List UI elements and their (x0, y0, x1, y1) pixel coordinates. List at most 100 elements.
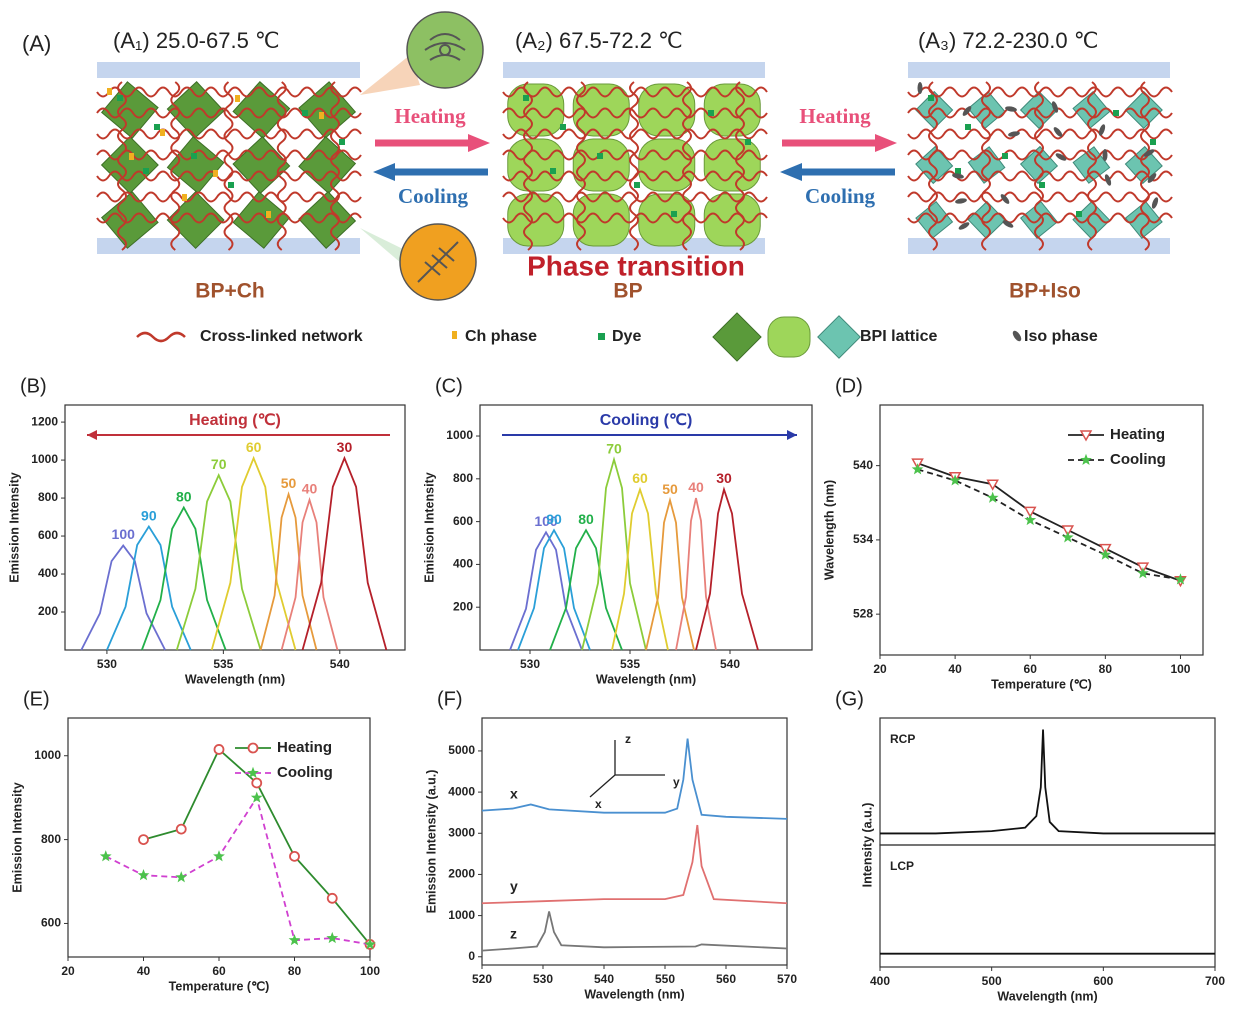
panel-label: (C) (435, 375, 463, 397)
series-label: z (510, 925, 517, 941)
dye (143, 168, 149, 174)
series-line (676, 498, 716, 650)
series-label: LCP (890, 859, 914, 873)
x-axis-label: Wavelength (nm) (584, 987, 684, 1001)
series-line (482, 911, 787, 950)
series-line (696, 490, 758, 650)
y-tick-label: 2000 (448, 867, 475, 881)
zoom-circle (407, 12, 483, 88)
substrate (908, 238, 1170, 254)
dye (1002, 153, 1008, 159)
y-tick-label: 1200 (31, 414, 58, 428)
y-tick-label: 800 (38, 490, 58, 504)
dye (965, 124, 971, 130)
dye (523, 95, 529, 101)
marker (988, 480, 998, 489)
dye (671, 211, 677, 217)
state-title: (A₂) 67.5-72.2 ℃ (515, 28, 683, 53)
series-label: 80 (176, 488, 192, 504)
series-line (482, 825, 787, 903)
dye (117, 95, 123, 101)
x-tick-label: 535 (213, 657, 233, 671)
y-tick-label: 3000 (448, 825, 475, 839)
y-tick-label: 1000 (31, 452, 58, 466)
ch-phase (213, 170, 218, 177)
dye (154, 124, 160, 130)
plot-frame (480, 405, 812, 650)
state-label: BP (613, 280, 642, 303)
plot-frame (482, 718, 787, 965)
marker (213, 850, 225, 861)
y-axis-label: Emission Intensity (a.u.) (424, 770, 438, 914)
legend-icon (598, 333, 605, 340)
x-axis-label: Wavelength (nm) (997, 989, 1097, 1003)
marker (326, 932, 338, 943)
legend-icon (713, 313, 761, 361)
x-tick-label: 600 (1093, 974, 1113, 988)
dye (191, 153, 197, 159)
heating-label: Heating (799, 104, 871, 128)
lattice (299, 137, 355, 193)
arrows (373, 134, 897, 181)
substrate (908, 62, 1170, 78)
dye (1113, 110, 1119, 116)
dye (550, 168, 556, 174)
x-tick-label: 570 (777, 972, 797, 986)
marker (249, 744, 258, 753)
substrate (97, 62, 360, 78)
y-tick-label: 600 (453, 514, 473, 528)
lattice (1021, 92, 1058, 129)
network (908, 130, 1172, 139)
dye (1150, 139, 1156, 145)
x-axis-label: Wavelength (nm) (185, 672, 285, 686)
y-tick-label: 5000 (448, 743, 475, 757)
series-label: 70 (606, 440, 622, 456)
annotation-arrowhead (87, 430, 97, 440)
dye (634, 182, 640, 188)
y-tick-label: 1000 (448, 908, 475, 922)
x-tick-label: 100 (360, 964, 380, 978)
marker (215, 745, 224, 754)
y-tick-label: 400 (453, 557, 473, 571)
state-title: (A₁) 25.0-67.5 ℃ (113, 28, 280, 53)
legend-text: Cooling (1110, 451, 1166, 468)
cooling-label: Cooling (398, 184, 469, 208)
x-tick-label: 20 (873, 662, 887, 676)
x-tick-label: 60 (1024, 662, 1038, 676)
series-label: RCP (890, 732, 915, 746)
network (630, 82, 638, 250)
series-label: 40 (302, 481, 318, 497)
legend-text: Heating (277, 739, 332, 756)
marker (100, 850, 112, 861)
series-line (482, 739, 787, 819)
state-label: BP+Ch (195, 280, 264, 303)
panel-label: (F) (437, 688, 463, 710)
panel-label: (B) (20, 375, 47, 397)
series-label: 40 (688, 479, 704, 495)
x-tick-label: 535 (620, 657, 640, 671)
y-tick-label: 600 (41, 916, 61, 930)
annotation-arrowhead (787, 430, 797, 440)
series-label: 70 (211, 456, 227, 472)
dye (745, 139, 751, 145)
x-tick-label: 80 (288, 964, 302, 978)
y-axis-label: Emission Intensity (422, 472, 436, 582)
legend-text: Cross-linked network (200, 328, 363, 345)
y-tick-label: 400 (38, 566, 58, 580)
x-tick-label: 40 (948, 662, 962, 676)
marker (328, 894, 337, 903)
x-tick-label: 400 (870, 974, 890, 988)
x-axis-label: Wavelength (nm) (596, 672, 696, 686)
plot-frame (880, 845, 1215, 967)
x-tick-label: 20 (61, 964, 75, 978)
series-label: 100 (112, 526, 136, 542)
series-line (106, 798, 370, 945)
x-tick-label: 560 (716, 972, 736, 986)
panel-label: (A) (22, 31, 51, 56)
marker (252, 778, 261, 787)
panel-label: (G) (835, 688, 864, 710)
series-label: 30 (337, 439, 353, 455)
marker (138, 869, 150, 880)
heating-label: Heating (394, 104, 466, 128)
lattice (508, 194, 564, 246)
